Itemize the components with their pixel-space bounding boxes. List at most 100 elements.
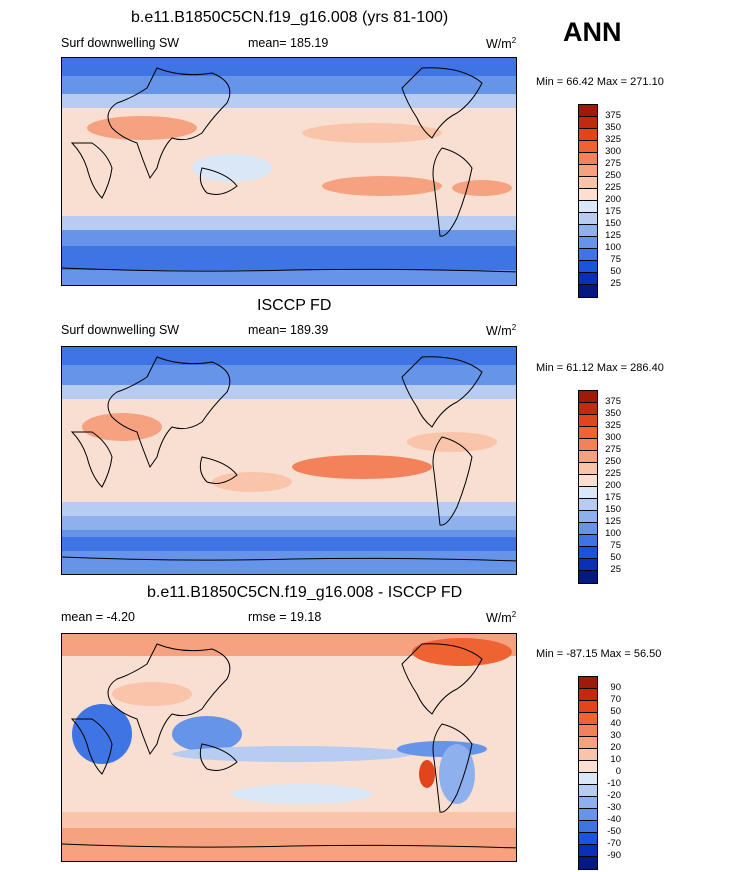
model-map — [61, 57, 517, 286]
colorbar-swatch — [579, 785, 597, 797]
diff-rmse-label: rmse = 19.18 — [248, 610, 322, 624]
colorbar-tick-label: -20 — [607, 790, 621, 801]
obs-panel-title: ISCCP FD — [257, 297, 332, 314]
colorbar-tick-label: 125 — [605, 230, 621, 241]
colorbar-swatch — [579, 821, 597, 833]
colorbar-swatch — [579, 105, 597, 117]
colorbar-swatch — [579, 797, 597, 809]
obs-mean-label: mean= 189.39 — [248, 323, 329, 337]
colorbar-tick-label: 375 — [605, 110, 621, 121]
colorbar-swatch — [579, 737, 597, 749]
colorbar-tick-label: 275 — [605, 158, 621, 169]
obs-colorbar-ticks: 375 350 325 300 275 250 225 200 175 150 125 100 75 50… — [597, 396, 621, 576]
model-colorbar-ticks: 375 350 325 300 275 250 225 200 175 150 125 100 75 50… — [597, 110, 621, 290]
colorbar-tick-label: 50 — [610, 706, 621, 717]
colorbar-tick-label: 125 — [605, 516, 621, 527]
colorbar-swatch — [579, 285, 597, 297]
colorbar-tick-label: 225 — [605, 182, 621, 193]
colorbar-swatch — [579, 165, 597, 177]
colorbar-tick-label: 10 — [610, 754, 621, 765]
colorbar-tick-label: 100 — [605, 528, 621, 539]
colorbar-swatch — [579, 261, 597, 273]
colorbar-tick-label: 90 — [610, 682, 621, 693]
colorbar-swatch — [579, 129, 597, 141]
colorbar-tick-label: 375 — [605, 396, 621, 407]
colorbar-swatch — [579, 571, 597, 583]
diff-panel-title: b.e11.B1850C5CN.f19_g16.008 - ISCCP FD — [147, 584, 463, 601]
colorbar-tick-label: 325 — [605, 134, 621, 145]
colorbar-swatch — [579, 415, 597, 427]
colorbar-swatch — [579, 201, 597, 213]
colorbar-tick-label: 350 — [605, 408, 621, 419]
colorbar-swatch — [579, 439, 597, 451]
model-variable-label: Surf downwelling SW — [61, 36, 180, 50]
colorbar-tick-label: 50 — [610, 552, 621, 563]
colorbar-swatch — [579, 559, 597, 571]
colorbar-swatch — [579, 845, 597, 857]
colorbar-swatch — [579, 535, 597, 547]
colorbar-tick-label: -40 — [607, 814, 621, 825]
diff-minmax-label: Min = -87.15 Max = 56.50 — [536, 648, 662, 660]
colorbar-swatch — [579, 463, 597, 475]
colorbar-swatch — [579, 451, 597, 463]
colorbar-tick-label: 275 — [605, 444, 621, 455]
colorbar-swatch — [579, 237, 597, 249]
colorbar-tick-label: 200 — [605, 480, 621, 491]
model-mean-label: mean= 185.19 — [248, 36, 329, 50]
obs-minmax-label: Min = 61.12 Max = 286.40 — [536, 362, 664, 374]
colorbar-swatch — [579, 749, 597, 761]
obs-variable-label: Surf downwelling SW — [61, 323, 180, 337]
colorbar-tick-label: -70 — [607, 838, 621, 849]
colorbar-swatch — [579, 177, 597, 189]
obs-colorbar — [578, 390, 598, 584]
colorbar-tick-label: 75 — [610, 540, 621, 551]
colorbar-swatch — [579, 761, 597, 773]
colorbar-swatch — [579, 117, 597, 129]
colorbar-tick-label: 200 — [605, 194, 621, 205]
colorbar-swatch — [579, 833, 597, 845]
colorbar-swatch — [579, 273, 597, 285]
colorbar-tick-label: 70 — [610, 694, 621, 705]
colorbar-tick-label: 150 — [605, 218, 621, 229]
obs-map — [61, 346, 517, 575]
colorbar-tick-label: 75 — [610, 254, 621, 265]
obs-units-label: W/m2 — [486, 323, 517, 339]
model-units-label: W/m2 — [486, 36, 517, 52]
colorbar-swatch — [579, 713, 597, 725]
model-panel-title: b.e11.B1850C5CN.f19_g16.008 (yrs 81-100) — [131, 9, 449, 26]
season-label: ANN — [563, 17, 622, 47]
colorbar-swatch — [579, 141, 597, 153]
colorbar-swatch — [579, 725, 597, 737]
colorbar-swatch — [579, 213, 597, 225]
diff-colorbar-ticks: 90 70 50 40 30 20 10 0 -10 -20 -30 -40 -50 -70 -90 — [597, 682, 621, 862]
colorbar-tick-label: 30 — [610, 730, 621, 741]
colorbar-swatch — [579, 475, 597, 487]
colorbar-tick-label: 350 — [605, 122, 621, 133]
colorbar-tick-label: 50 — [610, 266, 621, 277]
diff-units-label: W/m2 — [486, 610, 517, 626]
model-minmax-label: Min = 66.42 Max = 271.10 — [536, 76, 664, 88]
colorbar-tick-label: -50 — [607, 826, 621, 837]
colorbar-swatch — [579, 677, 597, 689]
colorbar-tick-label: -30 — [607, 802, 621, 813]
colorbar-swatch — [579, 249, 597, 261]
colorbar-tick-label: 0 — [615, 766, 621, 777]
colorbar-tick-label: 175 — [605, 206, 621, 217]
colorbar-swatch — [579, 153, 597, 165]
colorbar-tick-label: 25 — [610, 278, 621, 289]
colorbar-swatch — [579, 809, 597, 821]
colorbar-tick-label: 100 — [605, 242, 621, 253]
colorbar-swatch — [579, 487, 597, 499]
colorbar-swatch — [579, 511, 597, 523]
colorbar-swatch — [579, 689, 597, 701]
colorbar-tick-label: 325 — [605, 420, 621, 431]
colorbar-swatch — [579, 189, 597, 201]
colorbar-swatch — [579, 547, 597, 559]
colorbar-swatch — [579, 499, 597, 511]
diff-map — [61, 633, 517, 862]
colorbar-swatch — [579, 857, 597, 869]
colorbar-tick-label: 25 — [610, 564, 621, 575]
colorbar-tick-label: -90 — [607, 850, 621, 861]
colorbar-swatch — [579, 427, 597, 439]
colorbar-tick-label: 250 — [605, 456, 621, 467]
